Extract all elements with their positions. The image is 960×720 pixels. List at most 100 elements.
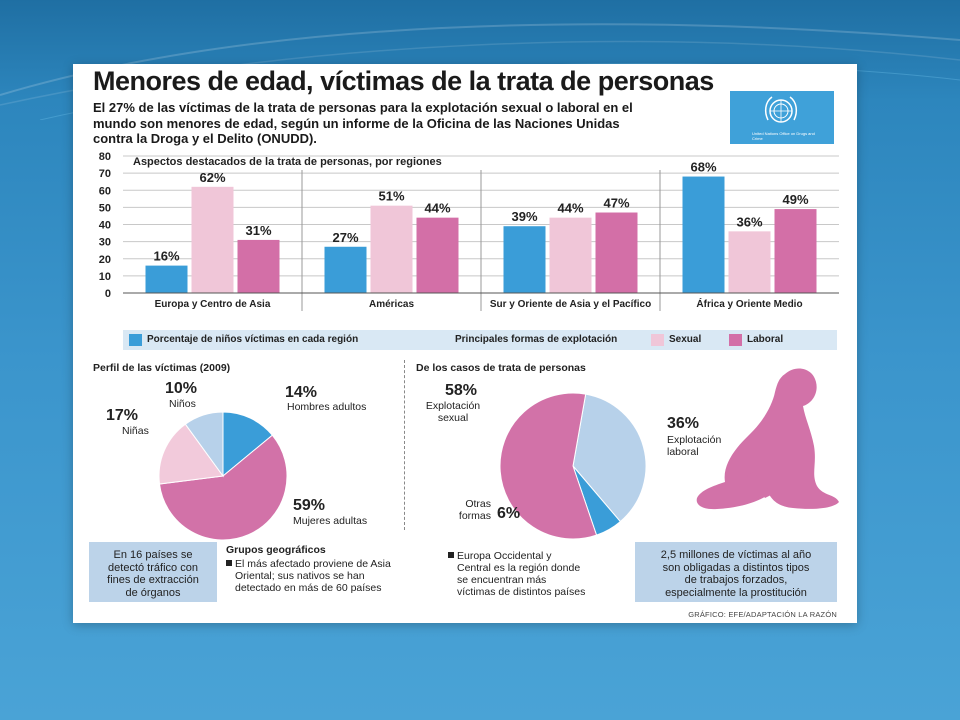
category-label: Europa y Centro de Asia: [155, 299, 271, 310]
category-label: Américas: [369, 299, 414, 310]
bullet-icon: [226, 560, 232, 566]
pie-slice: [158, 423, 224, 485]
bar-data-label: 49%: [782, 192, 808, 207]
bar: [682, 176, 725, 293]
pie-slice: [499, 392, 598, 540]
pie2-sexual-label: Explotación sexual: [418, 400, 488, 424]
forced-labor-line1: 2,5 millones de víctimas al año: [660, 549, 812, 561]
geo-groups-asia-line1: El más afectado proviene de Asia: [226, 558, 391, 570]
pie1-mujeres-pct: 59%: [293, 497, 326, 514]
legend-label-sexual: Sexual: [669, 334, 702, 345]
y-tick-label: 10: [99, 271, 111, 283]
trafficking-cases-pie: [499, 392, 647, 540]
bar-data-label: 27%: [332, 230, 358, 245]
infographic-subtitle: El 27% de las víctimas de la trata de pe…: [93, 100, 633, 146]
geo-groups-asia-text1: El más afectado proviene de Asia: [235, 558, 391, 570]
infographic-card: Menores de edad, víctimas de la trata de…: [73, 64, 857, 623]
pie1-ninos-pct: 10%: [165, 380, 198, 397]
victim-profile-pie: [158, 411, 288, 541]
legend-swatch-sexual: [651, 334, 664, 346]
bar: [503, 226, 546, 293]
pie2-otras-pct: 6%: [497, 505, 521, 522]
bar-chart: 0 10 20 30 40 50 60 70 80 Aspectos destacados de …: [99, 151, 839, 311]
bullet-icon: [448, 552, 454, 558]
pie2-laboral-label-line1: Explotación: [667, 434, 722, 446]
pie1-mujeres-label: Mujeres adultas: [293, 515, 368, 527]
y-tick-label: 50: [99, 202, 111, 214]
geo-groups-europe-line4: víctimas de distintos países: [457, 586, 586, 598]
geo-groups-europe-line3: se encuentran más: [457, 574, 547, 586]
pie-slice: [184, 411, 224, 478]
bar: [416, 217, 459, 293]
bar-data-label: 16%: [153, 249, 179, 264]
pie2-otras-label: Otras formas: [457, 498, 491, 522]
pie2-sexual-pct: 58%: [445, 382, 478, 399]
bar: [728, 231, 771, 293]
bar: [145, 265, 188, 293]
pie2-sexual-label-line2: sexual: [437, 412, 469, 424]
bar: [237, 239, 280, 293]
pie-slice: [158, 434, 288, 541]
category-label: Sur y Oriente de Asia y el Pacífico: [490, 299, 651, 310]
pie2-laboral-pct: 36%: [667, 415, 700, 432]
y-tick-label: 70: [99, 168, 111, 180]
pie2-title: De los casos de trata de personas: [416, 362, 586, 374]
pie2-laboral-label: Explotación laboral: [667, 434, 721, 458]
un-logo-text: United Nations Office on Drugs and Crime: [752, 131, 815, 141]
pie1-hombres-pct: 14%: [285, 384, 318, 401]
infographic-title: Menores de edad, víctimas de la trata de…: [93, 66, 714, 96]
bar-data-label: 36%: [736, 214, 762, 229]
organ-trafficking-line2: detectó tráfico con: [108, 561, 198, 574]
organ-trafficking-line3: fines de extracción: [107, 574, 199, 586]
y-tick-label: 60: [99, 185, 111, 197]
geo-groups-asia: El más afectado proviene de Asia Orienta…: [226, 558, 391, 594]
geo-groups-title: Grupos geográficos: [226, 544, 326, 556]
pie1-ninos-label: Niños: [169, 398, 196, 410]
geo-groups-europe-text1: Europa Occidental y: [457, 550, 552, 562]
un-logo: United Nations Office on Drugs and Crime: [730, 91, 834, 144]
y-tick-label: 20: [99, 254, 111, 266]
bar: [595, 212, 638, 293]
y-tick-label: 0: [105, 288, 111, 300]
bottom-info-row: En 16 países se detectó tráfico con fine…: [73, 540, 857, 610]
pie2-sexual-label-line1: Explotación: [425, 400, 481, 412]
organ-trafficking-line4: de órganos: [125, 586, 181, 599]
bar: [549, 217, 592, 293]
pie2-otras-label-line1: Otras: [465, 498, 491, 510]
bar-data-label: 51%: [378, 189, 404, 204]
forced-labor-line2: son obligadas a distintos tipos: [662, 561, 810, 574]
bar-chart-legend: Porcentaje de niños víctimas en cada reg…: [123, 330, 837, 350]
un-emblem-icon: [764, 96, 798, 123]
bar: [370, 205, 413, 293]
forced-labor-line3: de trabajos forzados,: [684, 574, 788, 586]
legend-label-principal: Principales formas de explotación: [455, 334, 618, 345]
geo-groups-asia-line2: Oriental; sus nativos se han: [235, 570, 365, 582]
bar-data-label: 39%: [511, 209, 537, 224]
forced-labor-box: 2,5 millones de víctimas al año son obli…: [635, 542, 837, 602]
pie2-otras-label-line2: formas: [458, 510, 491, 522]
forced-labor-line4: especialmente la prostitución: [665, 586, 807, 599]
geo-groups-europe: Europa Occidental y Central es la región…: [448, 550, 585, 598]
bar-data-label: 47%: [603, 196, 629, 211]
bar-data-label: 31%: [245, 223, 271, 238]
geo-groups-europe-line1: Europa Occidental y: [448, 550, 585, 562]
bar: [774, 209, 817, 293]
bar: [191, 186, 234, 293]
pie1-ninas-pct: 17%: [106, 407, 139, 424]
legend-label-children: Porcentaje de niños víctimas en cada reg…: [147, 334, 359, 345]
legend-swatch-labor: [729, 334, 742, 346]
pie1-hombres-label: Hombres adultos: [287, 401, 367, 413]
bar: [324, 246, 367, 293]
pie1-title: Perfil de las víctimas (2009): [93, 362, 231, 374]
pie1-ninas-label: Niñas: [122, 425, 149, 437]
organ-trafficking-line1: En 16 países se: [113, 549, 193, 561]
bar-chart-title: Aspectos destacados de la trata de perso…: [133, 156, 442, 168]
y-tick-label: 30: [99, 237, 111, 249]
category-label: África y Oriente Medio: [696, 297, 802, 310]
woman-silhouette-icon: [696, 368, 839, 510]
bar-data-label: 44%: [557, 201, 583, 216]
bar-data-label: 44%: [424, 201, 450, 216]
organ-trafficking-box: En 16 países se detectó tráfico con fine…: [89, 542, 217, 602]
pie-slice: [222, 411, 274, 478]
y-tick-label: 40: [99, 220, 111, 232]
